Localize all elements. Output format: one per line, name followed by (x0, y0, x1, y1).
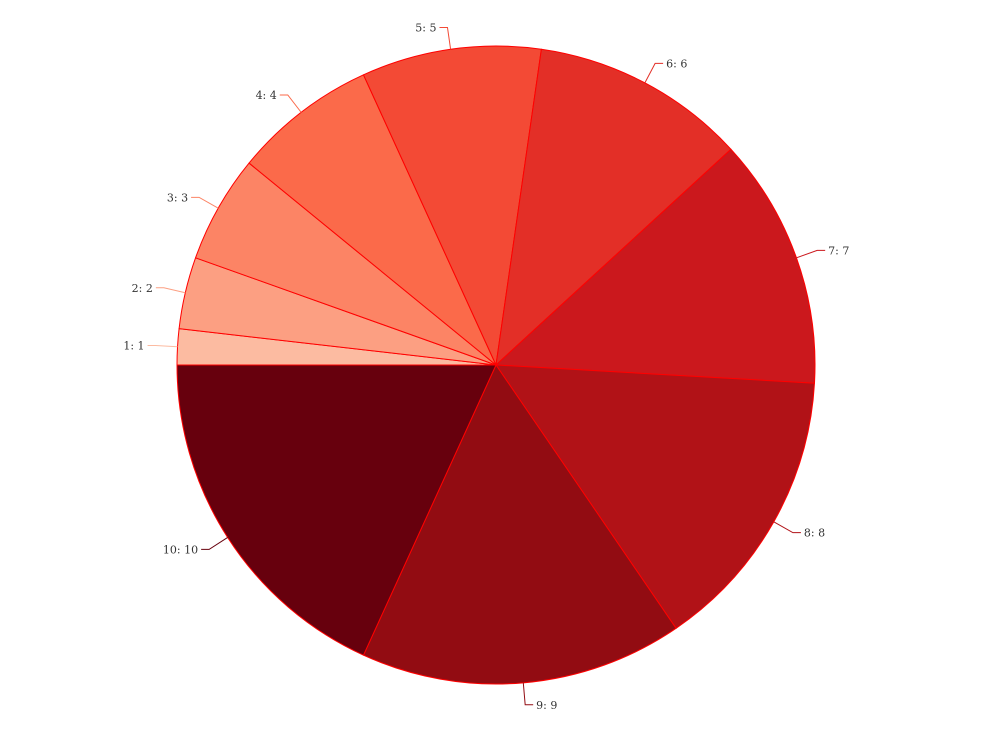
leader-line-5 (439, 26, 452, 50)
pie-slice-7 (495, 148, 816, 384)
leader-line-1 (147, 345, 178, 348)
slice-label-2: 2: 2 (132, 282, 153, 295)
leader-line-2 (155, 287, 186, 294)
pie-slice-9 (362, 364, 677, 685)
leader-line-7 (796, 249, 826, 259)
leader-line-8 (773, 521, 801, 534)
slice-label-7: 7: 7 (828, 244, 849, 257)
slice-label-10: 10: 10 (163, 543, 198, 556)
slice-label-5: 5: 5 (415, 21, 436, 34)
leader-line-3 (191, 196, 219, 209)
slice-label-3: 3: 3 (167, 191, 188, 204)
pie-slice-5 (362, 45, 542, 366)
slice-label-8: 8: 8 (804, 527, 825, 540)
slice-labels: 1: 1 2: 2 3: 3 4: 4 5: 5 6: 6 7: 7 8: 8 9: 9 10: … (123, 21, 849, 711)
slice-label-1: 1: 1 (123, 340, 144, 353)
slice-label-6: 6: 6 (666, 57, 687, 70)
pie-slice-6 (495, 48, 732, 366)
leader-line-10 (201, 537, 228, 550)
slice-label-9: 9: 9 (536, 699, 557, 712)
label-leader-lines (147, 26, 826, 706)
slice-label-4: 4: 4 (256, 89, 277, 102)
pie-slice-4 (248, 74, 497, 366)
leader-line-9 (522, 682, 534, 706)
pie-slices (176, 45, 816, 685)
pie-slice-10 (176, 364, 497, 656)
leader-line-6 (644, 62, 664, 84)
leader-line-4 (279, 94, 302, 113)
